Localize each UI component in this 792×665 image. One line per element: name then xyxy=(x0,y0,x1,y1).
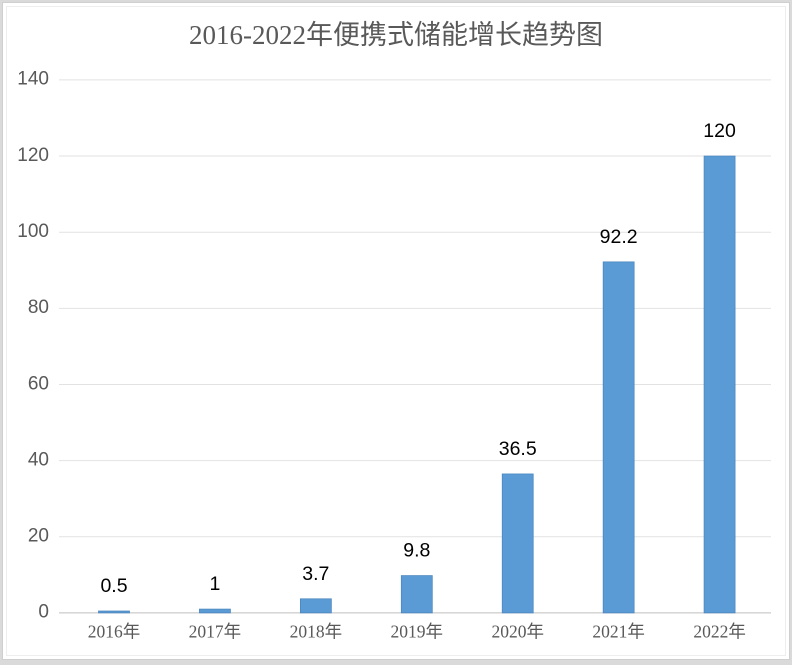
svg-text:36.5: 36.5 xyxy=(499,438,537,460)
svg-text:2021年: 2021年 xyxy=(592,622,645,642)
svg-text:120: 120 xyxy=(17,145,49,166)
svg-text:0: 0 xyxy=(38,602,49,623)
svg-text:100: 100 xyxy=(17,221,49,242)
svg-text:40: 40 xyxy=(28,449,49,470)
svg-text:2016年: 2016年 xyxy=(88,622,141,642)
svg-text:140: 140 xyxy=(17,69,49,90)
svg-text:92.2: 92.2 xyxy=(600,226,638,248)
svg-text:120: 120 xyxy=(703,120,736,142)
svg-text:0.5: 0.5 xyxy=(100,575,127,597)
svg-text:1: 1 xyxy=(210,573,221,595)
svg-text:60: 60 xyxy=(28,373,49,394)
svg-text:2022年: 2022年 xyxy=(693,622,746,642)
svg-text:9.8: 9.8 xyxy=(403,540,430,562)
svg-text:2018年: 2018年 xyxy=(290,622,343,642)
svg-text:2017年: 2017年 xyxy=(189,622,242,642)
svg-text:20: 20 xyxy=(28,526,49,547)
svg-text:2020年: 2020年 xyxy=(491,622,544,642)
svg-text:80: 80 xyxy=(28,297,49,318)
svg-text:2019年: 2019年 xyxy=(391,622,444,642)
svg-text:3.7: 3.7 xyxy=(302,563,329,585)
